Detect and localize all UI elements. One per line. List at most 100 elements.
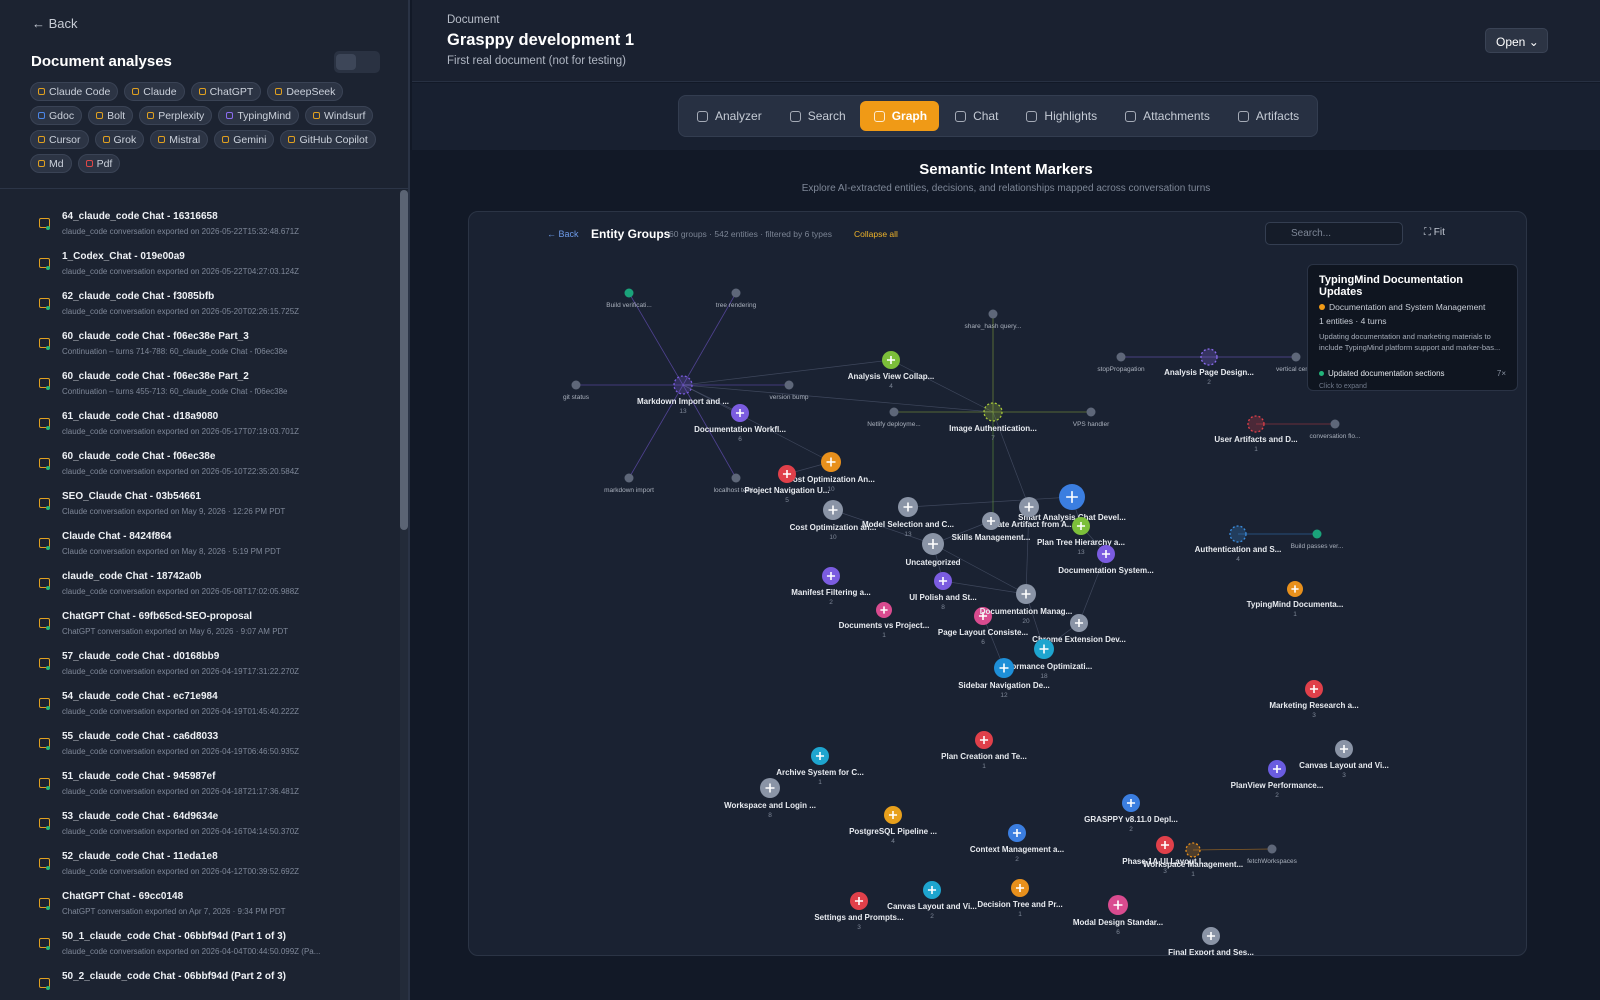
group-node[interactable]: Documents vs Project... 1	[839, 602, 930, 639]
group-node[interactable]: Canvas Layout and Vi... 2	[887, 881, 977, 920]
tab[interactable]: Attachments	[1111, 101, 1222, 131]
tag[interactable]: Windsurf	[305, 106, 374, 125]
group-node[interactable]: Plan Creation and Te... 1	[941, 731, 1027, 770]
group-node[interactable]: PlanView Performance... 2	[1231, 760, 1324, 799]
fit-button[interactable]: ⛶ Fit	[1424, 227, 1445, 238]
group-node[interactable]: Canvas Layout and Vi... 3	[1299, 740, 1389, 779]
group-node[interactable]: Project Navigation U... 5	[745, 465, 830, 504]
document-item[interactable]: 55_claude_code Chat - ca6d8033 claude_cod…	[0, 725, 398, 765]
graph-search[interactable]: Search...	[1265, 222, 1403, 245]
group-node[interactable]: GRASPPY v8.11.0 Depl... 2	[1084, 794, 1178, 833]
entity-node[interactable]: Netlify deployme...	[867, 407, 921, 429]
group-node[interactable]: Markdown Import and ... 13	[637, 375, 729, 415]
tag[interactable]: TypingMind	[218, 106, 300, 125]
group-node[interactable]: User Artifacts and D... 1	[1214, 415, 1298, 453]
tab[interactable]: Graph	[859, 101, 940, 131]
tag[interactable]: Pdf	[77, 154, 121, 173]
graph-back[interactable]: ← Back	[547, 229, 579, 239]
entity-node[interactable]: markdown import	[604, 473, 654, 495]
scrollbar[interactable]	[400, 190, 408, 1000]
group-node[interactable]: Cost Optimization an... 10	[790, 500, 877, 541]
group-node[interactable]: Workspace Management... 1	[1143, 842, 1243, 878]
document-item[interactable]: claude_code Chat - 18742a0b claude_code c…	[0, 565, 398, 605]
entity-node[interactable]: Build verificati...	[606, 288, 652, 310]
entity-node[interactable]: Build passes ver...	[1291, 529, 1344, 551]
entity-node[interactable]: share_hash query...	[965, 309, 1022, 331]
group-node[interactable]: Documentation System...	[1058, 545, 1154, 575]
tag[interactable]: Md	[30, 154, 72, 173]
group-node[interactable]: Context Management a... 2	[970, 824, 1064, 863]
group-node[interactable]: Plan Tree Hierarchy a... 13	[1037, 517, 1125, 556]
group-node[interactable]: Create Artifact from A...	[984, 497, 1074, 529]
group-node[interactable]: Smart Analysis Chat Devel...	[1018, 484, 1126, 522]
tag[interactable]: Cursor	[30, 130, 89, 149]
tag[interactable]: Bolt	[88, 106, 134, 125]
group-node[interactable]: Modal Design Standar... 6	[1073, 895, 1163, 936]
document-item[interactable]: ChatGPT Chat - 69cc0148 ChatGPT conversat…	[0, 885, 398, 925]
document-item[interactable]: 60_claude_code Chat - f06ec38e claude_cod…	[0, 445, 398, 485]
document-item[interactable]: 64_claude_code Chat - 16316658 claude_cod…	[0, 205, 398, 245]
tab[interactable]: Analyzer	[683, 101, 774, 131]
group-node[interactable]: TypingMind Documenta... 1	[1247, 581, 1344, 618]
tag[interactable]: Claude Code	[30, 82, 119, 101]
tab[interactable]: Search	[776, 101, 858, 131]
view-toggle[interactable]	[334, 51, 380, 73]
tag[interactable]: GitHub Copilot	[280, 130, 376, 149]
entity-node[interactable]: localhost testi...	[714, 473, 759, 495]
tag[interactable]: ChatGPT	[190, 82, 262, 101]
group-node[interactable]: Model Selection and C... 13	[862, 497, 954, 538]
entity-node[interactable]: conversation flo...	[1310, 419, 1361, 441]
document-item[interactable]: 57_claude_code Chat - d0168bb9 claude_cod…	[0, 645, 398, 685]
open-button[interactable]: Open ⌄	[1485, 28, 1548, 53]
tag[interactable]: Gdoc	[30, 106, 83, 125]
document-item[interactable]: 50_1_claude_code Chat - 06bbf94d (Part 1…	[0, 925, 398, 965]
group-node[interactable]: Chrome Extension Dev...	[1032, 614, 1126, 644]
group-node[interactable]: Page Layout Consiste... 6	[938, 607, 1028, 646]
group-node[interactable]: Marketing Research a... 3	[1269, 680, 1359, 719]
entity-node[interactable]: fetchWorkspaces	[1247, 844, 1298, 866]
document-item[interactable]: SEO_Claude Chat - 03b54661 Claude convers…	[0, 485, 398, 525]
group-node[interactable]: Decision Tree and Pr... 1	[977, 879, 1063, 918]
tab[interactable]: Artifacts	[1224, 101, 1311, 131]
group-node[interactable]: Manifest Filtering a... 2	[791, 567, 871, 606]
group-node[interactable]: Final Export and Ses...	[1168, 927, 1254, 956]
document-item[interactable]: 60_claude_code Chat - f06ec38e Part_3 Con…	[0, 325, 398, 365]
group-node[interactable]: Authentication and S... 4	[1195, 525, 1282, 563]
document-item[interactable]: 62_claude_code Chat - f3085bfb claude_cod…	[0, 285, 398, 325]
document-item[interactable]: 51_claude_code Chat - 945987ef claude_cod…	[0, 765, 398, 805]
tag[interactable]: Mistral	[150, 130, 209, 149]
document-item[interactable]: 52_claude_code Chat - 11eda1e8 claude_cod…	[0, 845, 398, 885]
collapse-all[interactable]: Collapse all	[854, 229, 898, 239]
tag[interactable]: Gemini	[214, 130, 275, 149]
document-item[interactable]: 61_claude_code Chat - d18a9080 claude_cod…	[0, 405, 398, 445]
tag[interactable]: Grok	[94, 130, 145, 149]
group-node[interactable]: Skills Management...	[952, 512, 1031, 542]
group-node[interactable]: Sidebar Navigation De... 12	[958, 658, 1050, 699]
document-item[interactable]: Claude Chat - 8424f864 Claude conversatio…	[0, 525, 398, 565]
group-node[interactable]: Analysis View Collap... 4	[848, 351, 935, 390]
document-item[interactable]: 50_2_claude_code Chat - 06bbf94d (Part 2…	[0, 965, 398, 1000]
entity-node[interactable]: git status	[563, 380, 590, 402]
group-node[interactable]: Performance Optimizati... 18	[996, 639, 1092, 680]
entity-node[interactable]: VPS handler	[1073, 407, 1110, 429]
group-node[interactable]: Documentation Manag... 20	[980, 584, 1072, 625]
tag[interactable]: Perplexity	[139, 106, 213, 125]
group-node[interactable]: Uncategorized	[905, 533, 961, 567]
entity-node[interactable]: vertical cent...	[1276, 352, 1316, 374]
document-item[interactable]: 54_claude_code Chat - ec71e984 claude_cod…	[0, 685, 398, 725]
back-link[interactable]: ← Back	[32, 16, 78, 31]
group-node[interactable]: Documentation Workfl... 6	[694, 404, 786, 443]
entity-node[interactable]: stopPropagation	[1097, 352, 1145, 374]
group-node[interactable]: Cost Optimization An... 10	[787, 452, 875, 493]
group-node[interactable]: Image Authentication... 7	[949, 402, 1037, 442]
tag[interactable]: DeepSeek	[267, 82, 344, 101]
document-item[interactable]: 60_claude_code Chat - f06ec38e Part_2 Con…	[0, 365, 398, 405]
document-item[interactable]: ChatGPT Chat - 69fb65cd-SEO-proposal Chat…	[0, 605, 398, 645]
group-node[interactable]: PostgreSQL Pipeline ... 4	[849, 806, 937, 845]
tag[interactable]: Claude	[124, 82, 185, 101]
group-node[interactable]: Settings and Prompts... 3	[814, 892, 904, 931]
document-item[interactable]: 1_Codex_Chat - 019e00a9 claude_code conve…	[0, 245, 398, 285]
tab[interactable]: Highlights	[1012, 101, 1109, 131]
group-node[interactable]: Archive System for C... 1	[776, 747, 864, 786]
entity-node[interactable]: version bump	[769, 380, 809, 402]
